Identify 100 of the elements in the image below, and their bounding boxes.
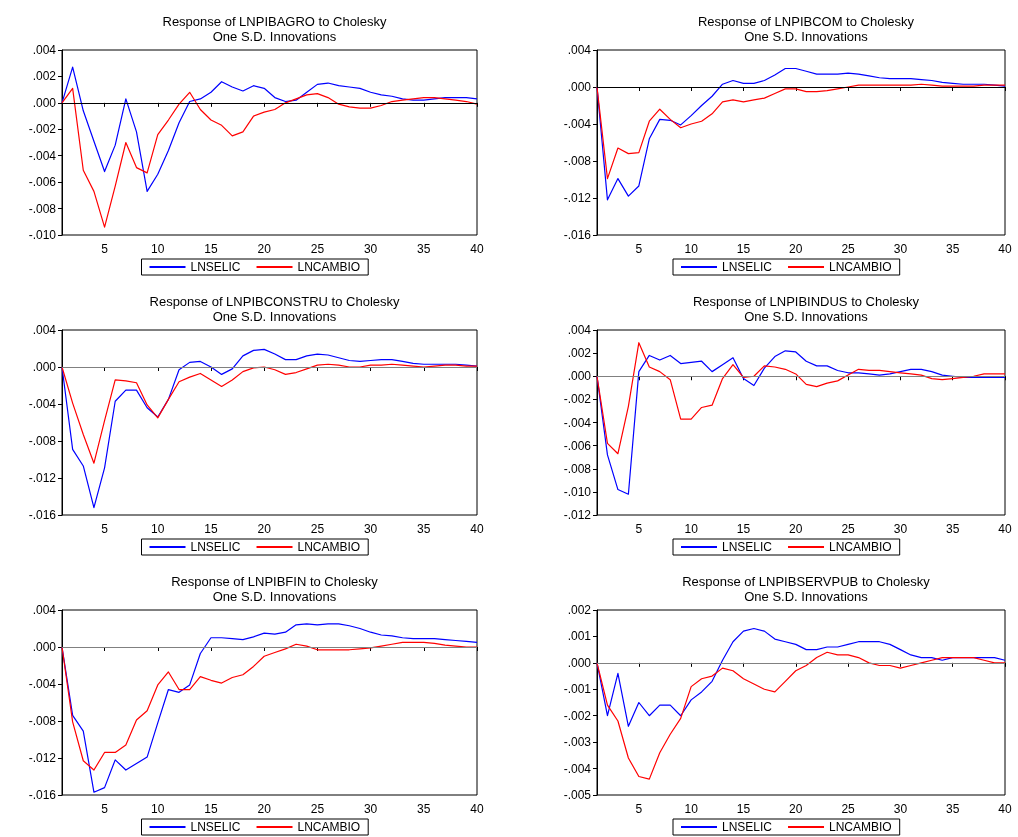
y-tick-label: .004 — [32, 323, 57, 337]
y-tick-label: -.004 — [28, 677, 57, 691]
x-tick-label: 35 — [417, 522, 431, 536]
chart-title: Response of LNPIBCOM to Cholesky — [697, 14, 915, 29]
x-tick-label: 25 — [841, 522, 856, 536]
y-tick-label: -.002 — [563, 392, 592, 407]
y-tick-label: .000 — [567, 369, 592, 384]
y-tick-label: -.010 — [28, 228, 57, 242]
chart-subtitle: One S.D. Innovations — [212, 589, 337, 604]
y-tick-label: -.001 — [563, 682, 592, 697]
x-tick-label: 10 — [684, 242, 699, 256]
y-tick-label: -.008 — [28, 714, 57, 728]
y-tick-label: .004 — [567, 323, 592, 337]
x-tick-label: 5 — [101, 522, 109, 536]
x-tick-label: 40 — [998, 522, 1012, 536]
x-tick-label: 40 — [998, 802, 1012, 816]
y-tick-label: -.004 — [28, 148, 57, 163]
y-tick-label: -.006 — [28, 175, 57, 190]
chart-subtitle: One S.D. Innovations — [212, 29, 337, 44]
y-tick-label: -.004 — [563, 117, 592, 131]
y-tick-label: .001 — [567, 629, 592, 644]
legend-label: LNSELIC — [722, 820, 773, 834]
x-tick-label: 25 — [310, 242, 325, 256]
x-tick-label: 40 — [470, 802, 484, 816]
x-tick-label: 35 — [417, 242, 431, 256]
x-tick-label: 35 — [417, 802, 431, 816]
x-tick-label: 5 — [101, 802, 109, 816]
y-tick-label: -.012 — [563, 191, 592, 205]
legend-label: LNSELIC — [190, 540, 241, 554]
x-tick-label: 30 — [893, 802, 908, 816]
x-tick-label: 25 — [841, 802, 856, 816]
y-tick-label: .004 — [32, 603, 57, 617]
x-tick-label: 15 — [736, 522, 751, 536]
x-tick-label: 10 — [151, 242, 165, 256]
chart-subtitle: One S.D. Innovations — [212, 309, 337, 324]
x-tick-label: 30 — [363, 242, 378, 256]
legend-label: LNCAMBIO — [829, 260, 892, 274]
y-tick-label: -.008 — [28, 201, 57, 216]
y-tick-label: -.006 — [563, 438, 592, 453]
y-tick-label: -.002 — [28, 122, 57, 137]
y-tick-label: .000 — [567, 655, 592, 670]
legend-label: LNCAMBIO — [829, 820, 892, 834]
y-tick-label: .002 — [567, 603, 592, 617]
y-tick-label: .000 — [567, 80, 592, 94]
legend-label: LNSELIC — [722, 260, 773, 274]
x-tick-label: 5 — [635, 242, 643, 256]
x-tick-label: 10 — [684, 802, 699, 816]
x-tick-label: 10 — [151, 522, 165, 536]
y-tick-label: -.005 — [563, 788, 592, 802]
x-tick-label: 25 — [310, 802, 325, 816]
y-tick-label: -.012 — [563, 508, 592, 522]
x-tick-label: 40 — [470, 522, 484, 536]
x-tick-label: 20 — [789, 242, 803, 256]
x-tick-label: 25 — [841, 242, 856, 256]
legend-label: LNSELIC — [190, 260, 241, 274]
chart-subtitle: One S.D. Innovations — [744, 309, 869, 324]
x-tick-label: 5 — [635, 802, 643, 816]
x-tick-label: 30 — [893, 242, 908, 256]
x-tick-label: 30 — [363, 802, 378, 816]
y-tick-label: .000 — [32, 360, 57, 374]
legend-label: LNSELIC — [722, 540, 773, 554]
x-tick-label: 20 — [257, 522, 272, 536]
x-tick-label: 15 — [736, 242, 751, 256]
x-tick-label: 10 — [684, 522, 699, 536]
x-tick-label: 5 — [635, 522, 643, 536]
y-tick-label: -.016 — [563, 228, 592, 242]
y-tick-label: -.008 — [28, 434, 57, 448]
chart-subtitle: One S.D. Innovations — [744, 29, 869, 44]
chart-title: Response of LNPIBFIN to Cholesky — [171, 574, 379, 589]
y-tick-label: -.004 — [563, 415, 592, 430]
y-tick-label: .002 — [567, 346, 592, 361]
x-tick-label: 25 — [310, 522, 325, 536]
x-tick-label: 10 — [151, 802, 165, 816]
x-tick-label: 15 — [204, 522, 218, 536]
x-tick-label: 15 — [204, 802, 218, 816]
y-tick-label: -.012 — [28, 751, 57, 765]
y-tick-label: -.012 — [28, 471, 57, 485]
x-tick-label: 35 — [946, 522, 960, 536]
x-tick-label: 15 — [736, 802, 751, 816]
y-tick-label: -.004 — [28, 397, 57, 411]
x-tick-label: 30 — [893, 522, 908, 536]
y-tick-label: -.004 — [563, 761, 592, 776]
legend-label: LNCAMBIO — [297, 540, 361, 554]
chart-subtitle: One S.D. Innovations — [744, 589, 869, 604]
legend-label: LNCAMBIO — [297, 260, 361, 274]
x-tick-label: 20 — [257, 242, 272, 256]
y-tick-label: .004 — [32, 43, 57, 57]
x-tick-label: 20 — [789, 522, 803, 536]
y-tick-label: -.003 — [563, 735, 592, 750]
y-tick-label: -.002 — [563, 708, 592, 723]
y-tick-label: .004 — [567, 43, 592, 57]
legend-label: LNSELIC — [190, 820, 241, 834]
y-tick-label: .000 — [32, 95, 57, 110]
legend-label: LNCAMBIO — [829, 540, 892, 554]
chart-title: Response of LNPIBAGRO to Cholesky — [162, 14, 387, 29]
x-tick-label: 35 — [946, 242, 960, 256]
chart-title: Response of LNPIBSERVPUB to Cholesky — [682, 574, 931, 589]
y-tick-label: -.016 — [28, 788, 57, 802]
legend-label: LNCAMBIO — [297, 820, 361, 834]
x-tick-label: 40 — [998, 242, 1012, 256]
